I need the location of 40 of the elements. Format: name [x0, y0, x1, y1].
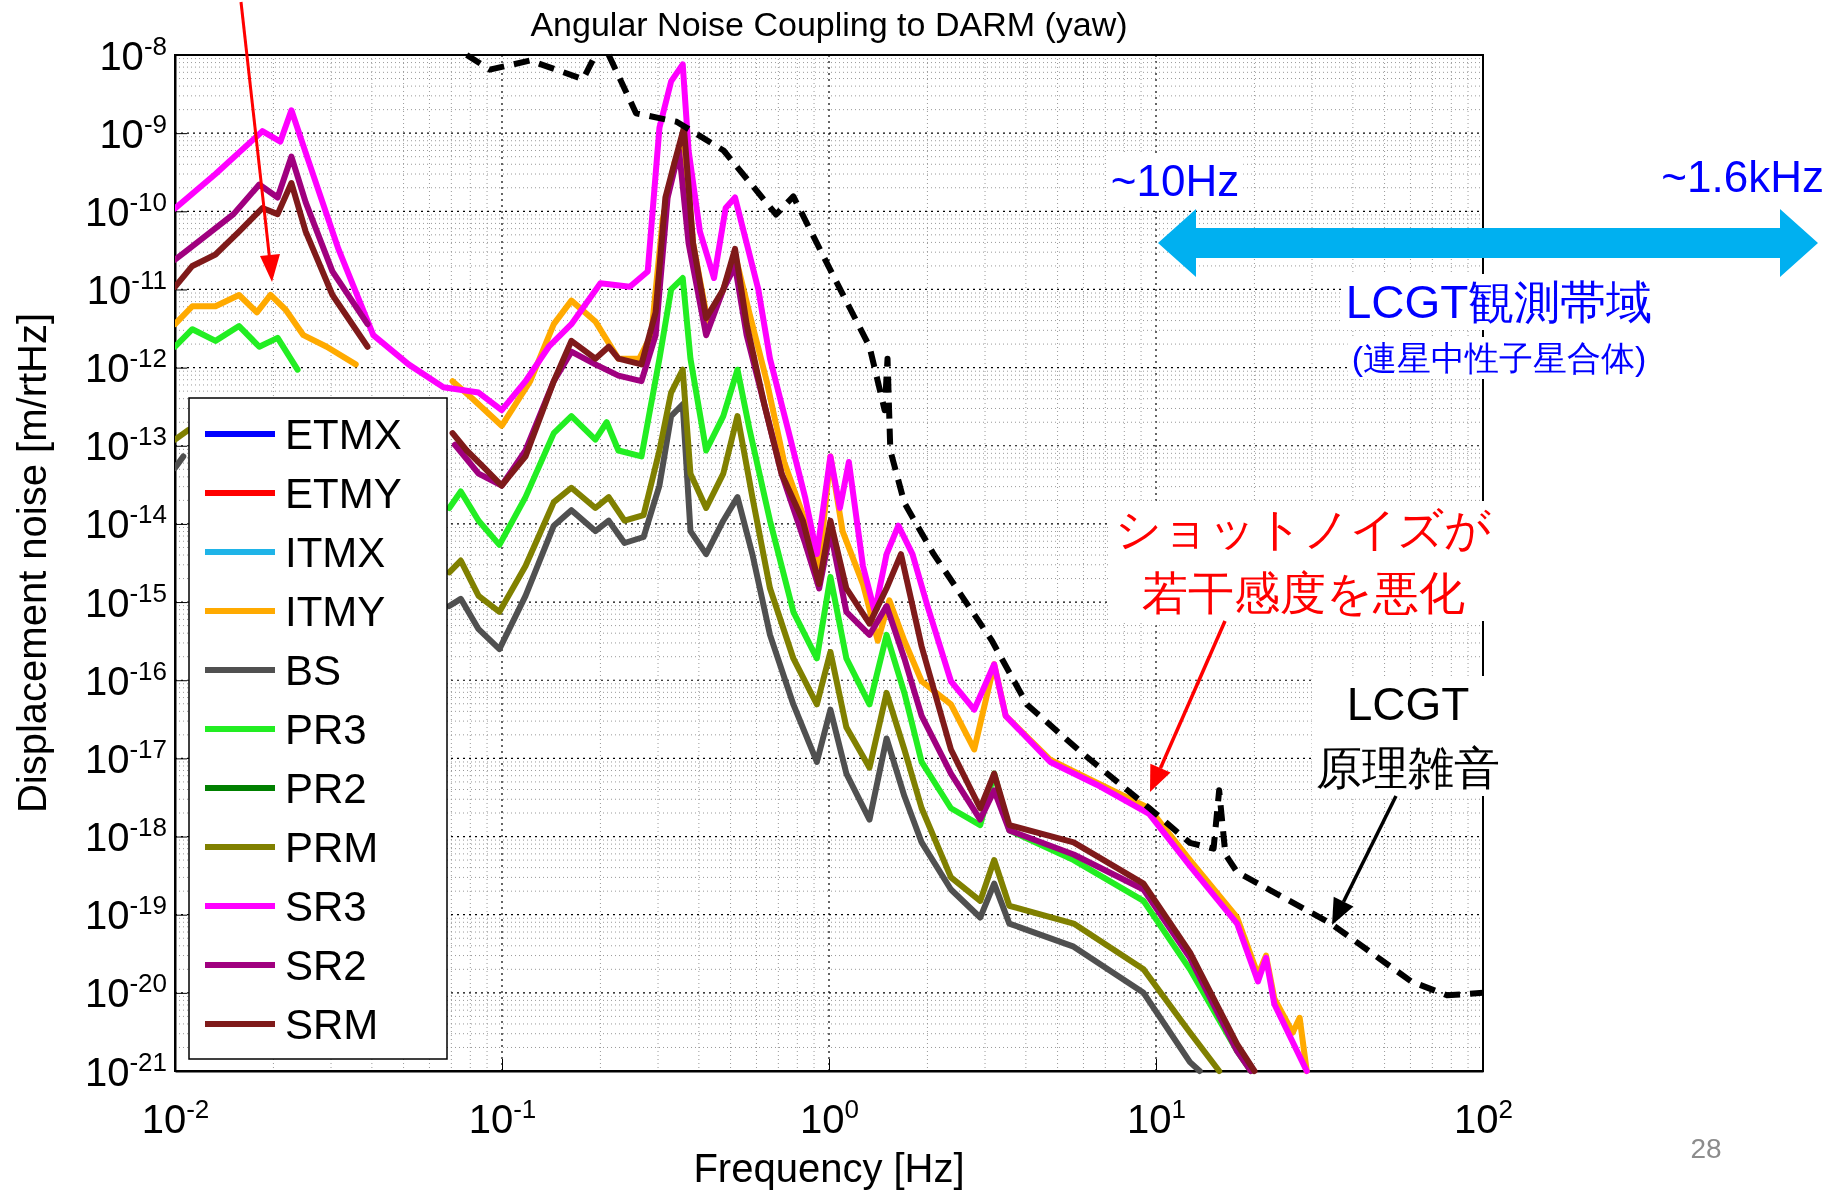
y-axis-title: Displacement noise [m/rtHz]	[10, 312, 54, 814]
x-axis-title: Frequency [Hz]	[693, 1146, 965, 1190]
x-tick-label: 10$^{0}$	[800, 1094, 859, 1141]
annotation: LCGT 原理雑音	[1316, 678, 1500, 794]
y-tick-label: 10$^{-10}$	[84, 186, 167, 234]
annotation: LCGT観測帯域	[1345, 276, 1653, 328]
legend-label: SRM	[285, 1001, 379, 1048]
legend-label: ITMY	[285, 588, 386, 635]
text: ~1.6kHz	[1661, 152, 1824, 201]
x-tick-label: 10$^{-2}$	[141, 1094, 210, 1141]
y-tick-label: 10$^{-20}$	[84, 968, 167, 1016]
y-tick-label: 10$^{-9}$	[99, 108, 167, 156]
legend-label: PR3	[285, 706, 367, 753]
y-tick-label: 10$^{-8}$	[99, 30, 167, 78]
y-tick-label: 10$^{-16}$	[84, 655, 167, 703]
annotation: ショットノイズが若干感度を悪化	[1115, 503, 1491, 619]
x-tick-label: 10$^{2}$	[1454, 1094, 1513, 1141]
legend-label: ETMY	[285, 470, 402, 517]
chart-title: Angular Noise Coupling to DARM (yaw)	[530, 5, 1128, 43]
y-tick-label: 10$^{-11}$	[86, 264, 167, 312]
y-tick-label: 10$^{-19}$	[84, 890, 167, 938]
y-tick-label: 10$^{-21}$	[84, 1046, 167, 1094]
annotation: ~10Hz	[1110, 156, 1240, 205]
y-tick-label: 10$^{-15}$	[84, 577, 167, 625]
text: 28	[1690, 1133, 1722, 1164]
legend-label: SR2	[285, 942, 367, 989]
legend-label: ITMX	[285, 529, 386, 576]
y-tick-label: 10$^{-14}$	[84, 499, 167, 547]
y-tick-label: 10$^{-18}$	[84, 812, 167, 860]
y-tick-label: 10$^{-17}$	[84, 733, 167, 781]
legend-label: BS	[285, 647, 342, 694]
legend-label: ETMX	[285, 411, 402, 458]
y-tick-label: 10$^{-13}$	[84, 421, 167, 469]
legend-label: PR2	[285, 765, 367, 812]
x-tick-label: 10$^{-1}$	[468, 1094, 537, 1141]
y-tick-label: 10$^{-12}$	[84, 343, 167, 391]
x-tick-label: 10$^{1}$	[1127, 1094, 1186, 1141]
legend-label: SR3	[285, 883, 367, 930]
legend-label: PRM	[285, 824, 379, 871]
annotation: (連星中性子星合体)	[1351, 339, 1647, 377]
